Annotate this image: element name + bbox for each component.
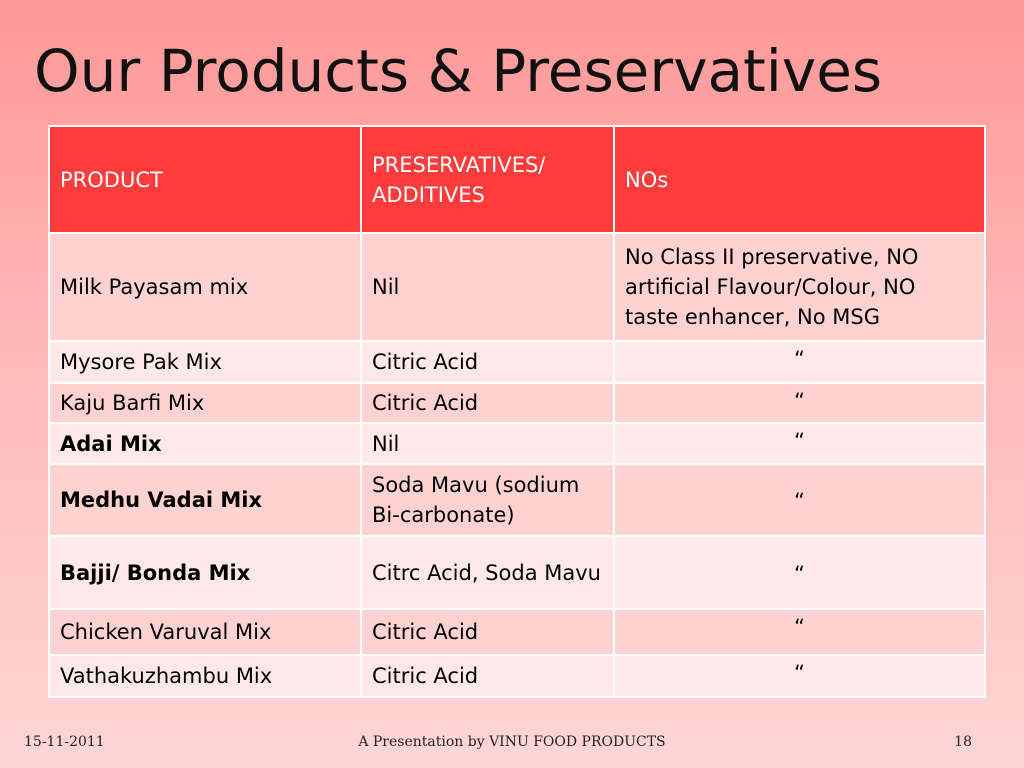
preservative-cell: Soda Mavu (sodium Bi-carbonate) [360,463,615,537]
table-row: Bajji/ Bonda Mix Citrc Acid, Soda Mavu “ [48,535,986,610]
preservative-cell: Citrc Acid, Soda Mavu [360,535,615,610]
product-cell: Kaju Barfi Mix [48,382,362,424]
nos-cell: “ [613,654,986,698]
header-preservatives: PRESERVATIVES/ ADDITIVES [360,125,615,234]
footer-page-number: 18 [954,734,972,750]
table-row: Chicken Varuval Mix Citric Acid “ [48,608,986,656]
nos-cell: “ [613,340,986,384]
preservative-cell: Nil [360,232,615,342]
table-row: Milk Payasam mix Nil No Class II preserv… [48,232,986,342]
slide-title: Our Products & Preservatives [34,37,883,105]
nos-cell: “ [613,382,986,424]
table-row: Vathakuzhambu Mix Citric Acid “ [48,654,986,698]
product-cell: Adai Mix [48,422,362,465]
product-cell: Medhu Vadai Mix [48,463,362,537]
product-cell: Vathakuzhambu Mix [48,654,362,698]
product-cell: Milk Payasam mix [48,232,362,342]
header-product: PRODUCT [48,125,362,234]
nos-cell: No Class II preservative, NO artificial … [613,232,986,342]
footer-date: 15-11-2011 [24,734,105,750]
products-table: PRODUCT PRESERVATIVES/ ADDITIVES NOs Mil… [48,125,986,698]
header-nos: NOs [613,125,986,234]
nos-cell: “ [613,608,986,656]
preservative-cell: Citric Acid [360,340,615,384]
nos-cell: “ [613,422,986,465]
nos-cell: “ [613,535,986,610]
nos-cell: “ [613,463,986,537]
table-row: Adai Mix Nil “ [48,422,986,465]
table-row: Kaju Barfi Mix Citric Acid “ [48,382,986,424]
product-cell: Chicken Varuval Mix [48,608,362,656]
table-header-row: PRODUCT PRESERVATIVES/ ADDITIVES NOs [48,125,986,234]
preservative-cell: Citric Acid [360,654,615,698]
product-cell: Mysore Pak Mix [48,340,362,384]
table-row: Mysore Pak Mix Citric Acid “ [48,340,986,384]
preservative-cell: Citric Acid [360,608,615,656]
preservative-cell: Citric Acid [360,382,615,424]
footer-presenter: A Presentation by VINU FOOD PRODUCTS [358,734,666,750]
table-row: Medhu Vadai Mix Soda Mavu (sodium Bi-car… [48,463,986,537]
product-cell: Bajji/ Bonda Mix [48,535,362,610]
preservative-cell: Nil [360,422,615,465]
